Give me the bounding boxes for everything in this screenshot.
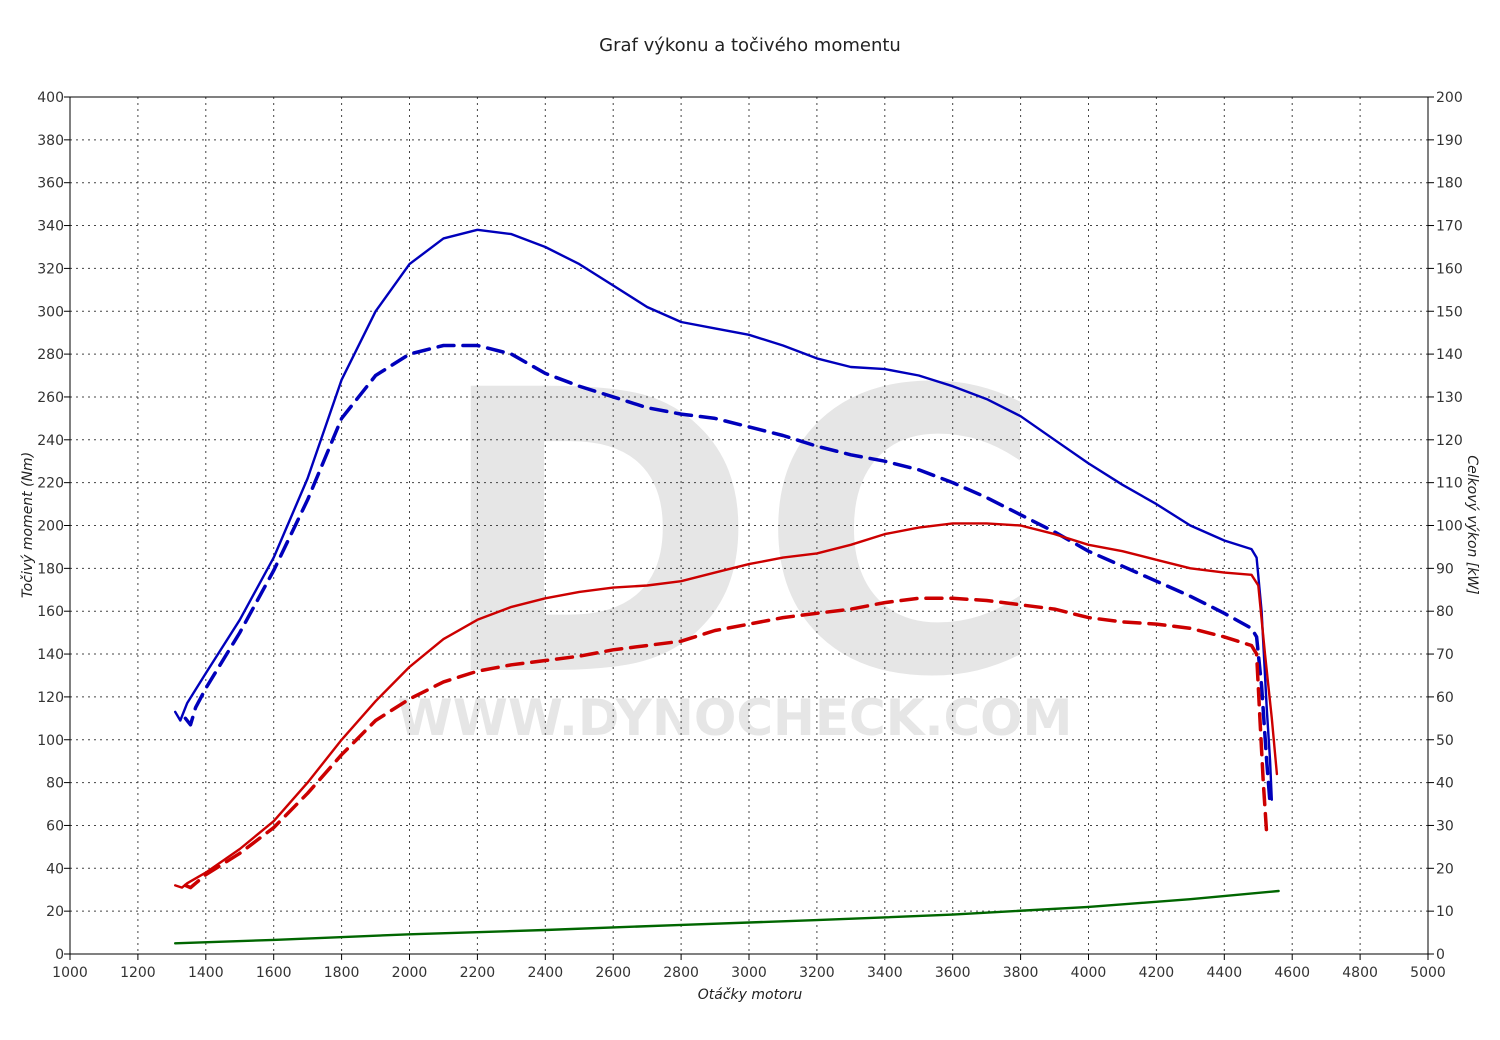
y-right-tick-label: 20 [1436, 861, 1454, 877]
y-left-tick-label: 0 [55, 947, 64, 963]
y-left-tick-label: 220 [37, 476, 64, 492]
y-left-tick-label: 380 [37, 133, 64, 149]
y-right-tick-label: 170 [1436, 219, 1463, 235]
y-right-tick-label: 120 [1436, 433, 1463, 449]
x-tick-label: 1400 [188, 965, 224, 981]
x-tick-label: 4600 [1274, 965, 1310, 981]
y-left-tick-label: 200 [37, 519, 64, 535]
x-tick-label: 2800 [663, 965, 699, 981]
tick-marks [64, 96, 1434, 960]
power-tuned-line [173, 522, 1279, 889]
y-left-tick-label: 160 [37, 604, 64, 620]
chart-title: Graf výkonu a točivého momentu [599, 35, 901, 56]
y-right-tick-label: 50 [1436, 733, 1454, 749]
watermark-url: WWW.DYNOCHECK.COM [398, 689, 1073, 747]
y-left-tick-label: 120 [37, 690, 64, 706]
watermark: DC WWW.DYNOCHECK.COM [398, 308, 1073, 762]
x-tick-label: 2000 [392, 965, 428, 981]
y-right-tick-label: 0 [1436, 947, 1445, 963]
y-right-axis-label: Celkový výkon [kW] [1464, 455, 1480, 594]
y-right-tick-labels: 0 10 20 30 40 50 60 70 80 90 100 110 120 130 140 150 160… [1436, 90, 1463, 963]
y-left-tick-label: 40 [46, 861, 64, 877]
y-left-tick-label: 280 [37, 347, 64, 363]
x-tick-label: 2200 [460, 965, 496, 981]
x-tick-label: 3600 [935, 965, 971, 981]
x-tick-label: 3800 [1003, 965, 1039, 981]
y-left-tick-label: 360 [37, 176, 64, 192]
x-tick-label: 2400 [527, 965, 563, 981]
x-tick-label: 2600 [595, 965, 631, 981]
x-axis-label: Otáčky motoru [698, 987, 803, 1003]
x-tick-labels: 1000 1200 1400 1600 1800 2000 2200 2400 2600 2800… [52, 965, 1446, 981]
y-left-tick-label: 20 [46, 904, 64, 920]
y-left-tick-label: 260 [37, 390, 64, 406]
y-right-tick-label: 70 [1436, 647, 1454, 663]
x-tick-label: 3000 [731, 965, 767, 981]
grid [70, 97, 1428, 954]
torque-tuned-line [173, 228, 1274, 801]
y-left-tick-label: 140 [37, 647, 64, 663]
y-right-tick-label: 40 [1436, 776, 1454, 792]
y-right-tick-label: 30 [1436, 818, 1454, 834]
y-right-tick-label: 200 [1436, 90, 1463, 106]
y-right-tick-label: 180 [1436, 176, 1463, 192]
y-right-tick-label: 90 [1436, 561, 1454, 577]
y-left-tick-label: 80 [46, 776, 64, 792]
x-tick-label: 1200 [120, 965, 156, 981]
y-right-tick-label: 80 [1436, 604, 1454, 620]
x-tick-label: 4200 [1139, 965, 1175, 981]
y-left-tick-label: 240 [37, 433, 64, 449]
y-left-tick-label: 320 [37, 261, 64, 277]
y-right-tick-label: 140 [1436, 347, 1463, 363]
x-tick-label: 1800 [324, 965, 360, 981]
y-right-tick-label: 60 [1436, 690, 1454, 706]
x-tick-label: 1000 [52, 965, 88, 981]
y-left-tick-label: 400 [37, 90, 64, 106]
x-tick-label: 3200 [799, 965, 835, 981]
y-left-tick-label: 180 [37, 561, 64, 577]
series-lines [173, 228, 1280, 945]
power-stock-line [183, 596, 1269, 890]
y-right-tick-label: 130 [1436, 390, 1463, 406]
y-left-tick-label: 60 [46, 818, 64, 834]
y-right-tick-label: 160 [1436, 261, 1463, 277]
y-left-tick-label: 300 [37, 304, 64, 320]
y-left-axis-label: Točivý moment (Nm) [20, 452, 36, 598]
loss-line [173, 889, 1280, 945]
y-right-tick-label: 110 [1436, 476, 1463, 492]
x-tick-label: 1600 [256, 965, 292, 981]
y-right-tick-label: 100 [1436, 519, 1463, 535]
torque-stock-line [183, 343, 1272, 806]
x-tick-label: 3400 [867, 965, 903, 981]
y-right-tick-label: 10 [1436, 904, 1454, 920]
y-left-tick-label: 340 [37, 219, 64, 235]
y-left-tick-label: 100 [37, 733, 64, 749]
x-tick-label: 5000 [1410, 965, 1446, 981]
x-tick-label: 4800 [1342, 965, 1378, 981]
x-tick-label: 4400 [1206, 965, 1242, 981]
x-tick-label: 4000 [1071, 965, 1107, 981]
y-right-tick-label: 150 [1436, 304, 1463, 320]
y-left-tick-labels: 0 20 40 60 80 100 120 140 160 180 200 220 240 260 280 3… [37, 90, 64, 963]
y-right-tick-label: 190 [1436, 133, 1463, 149]
